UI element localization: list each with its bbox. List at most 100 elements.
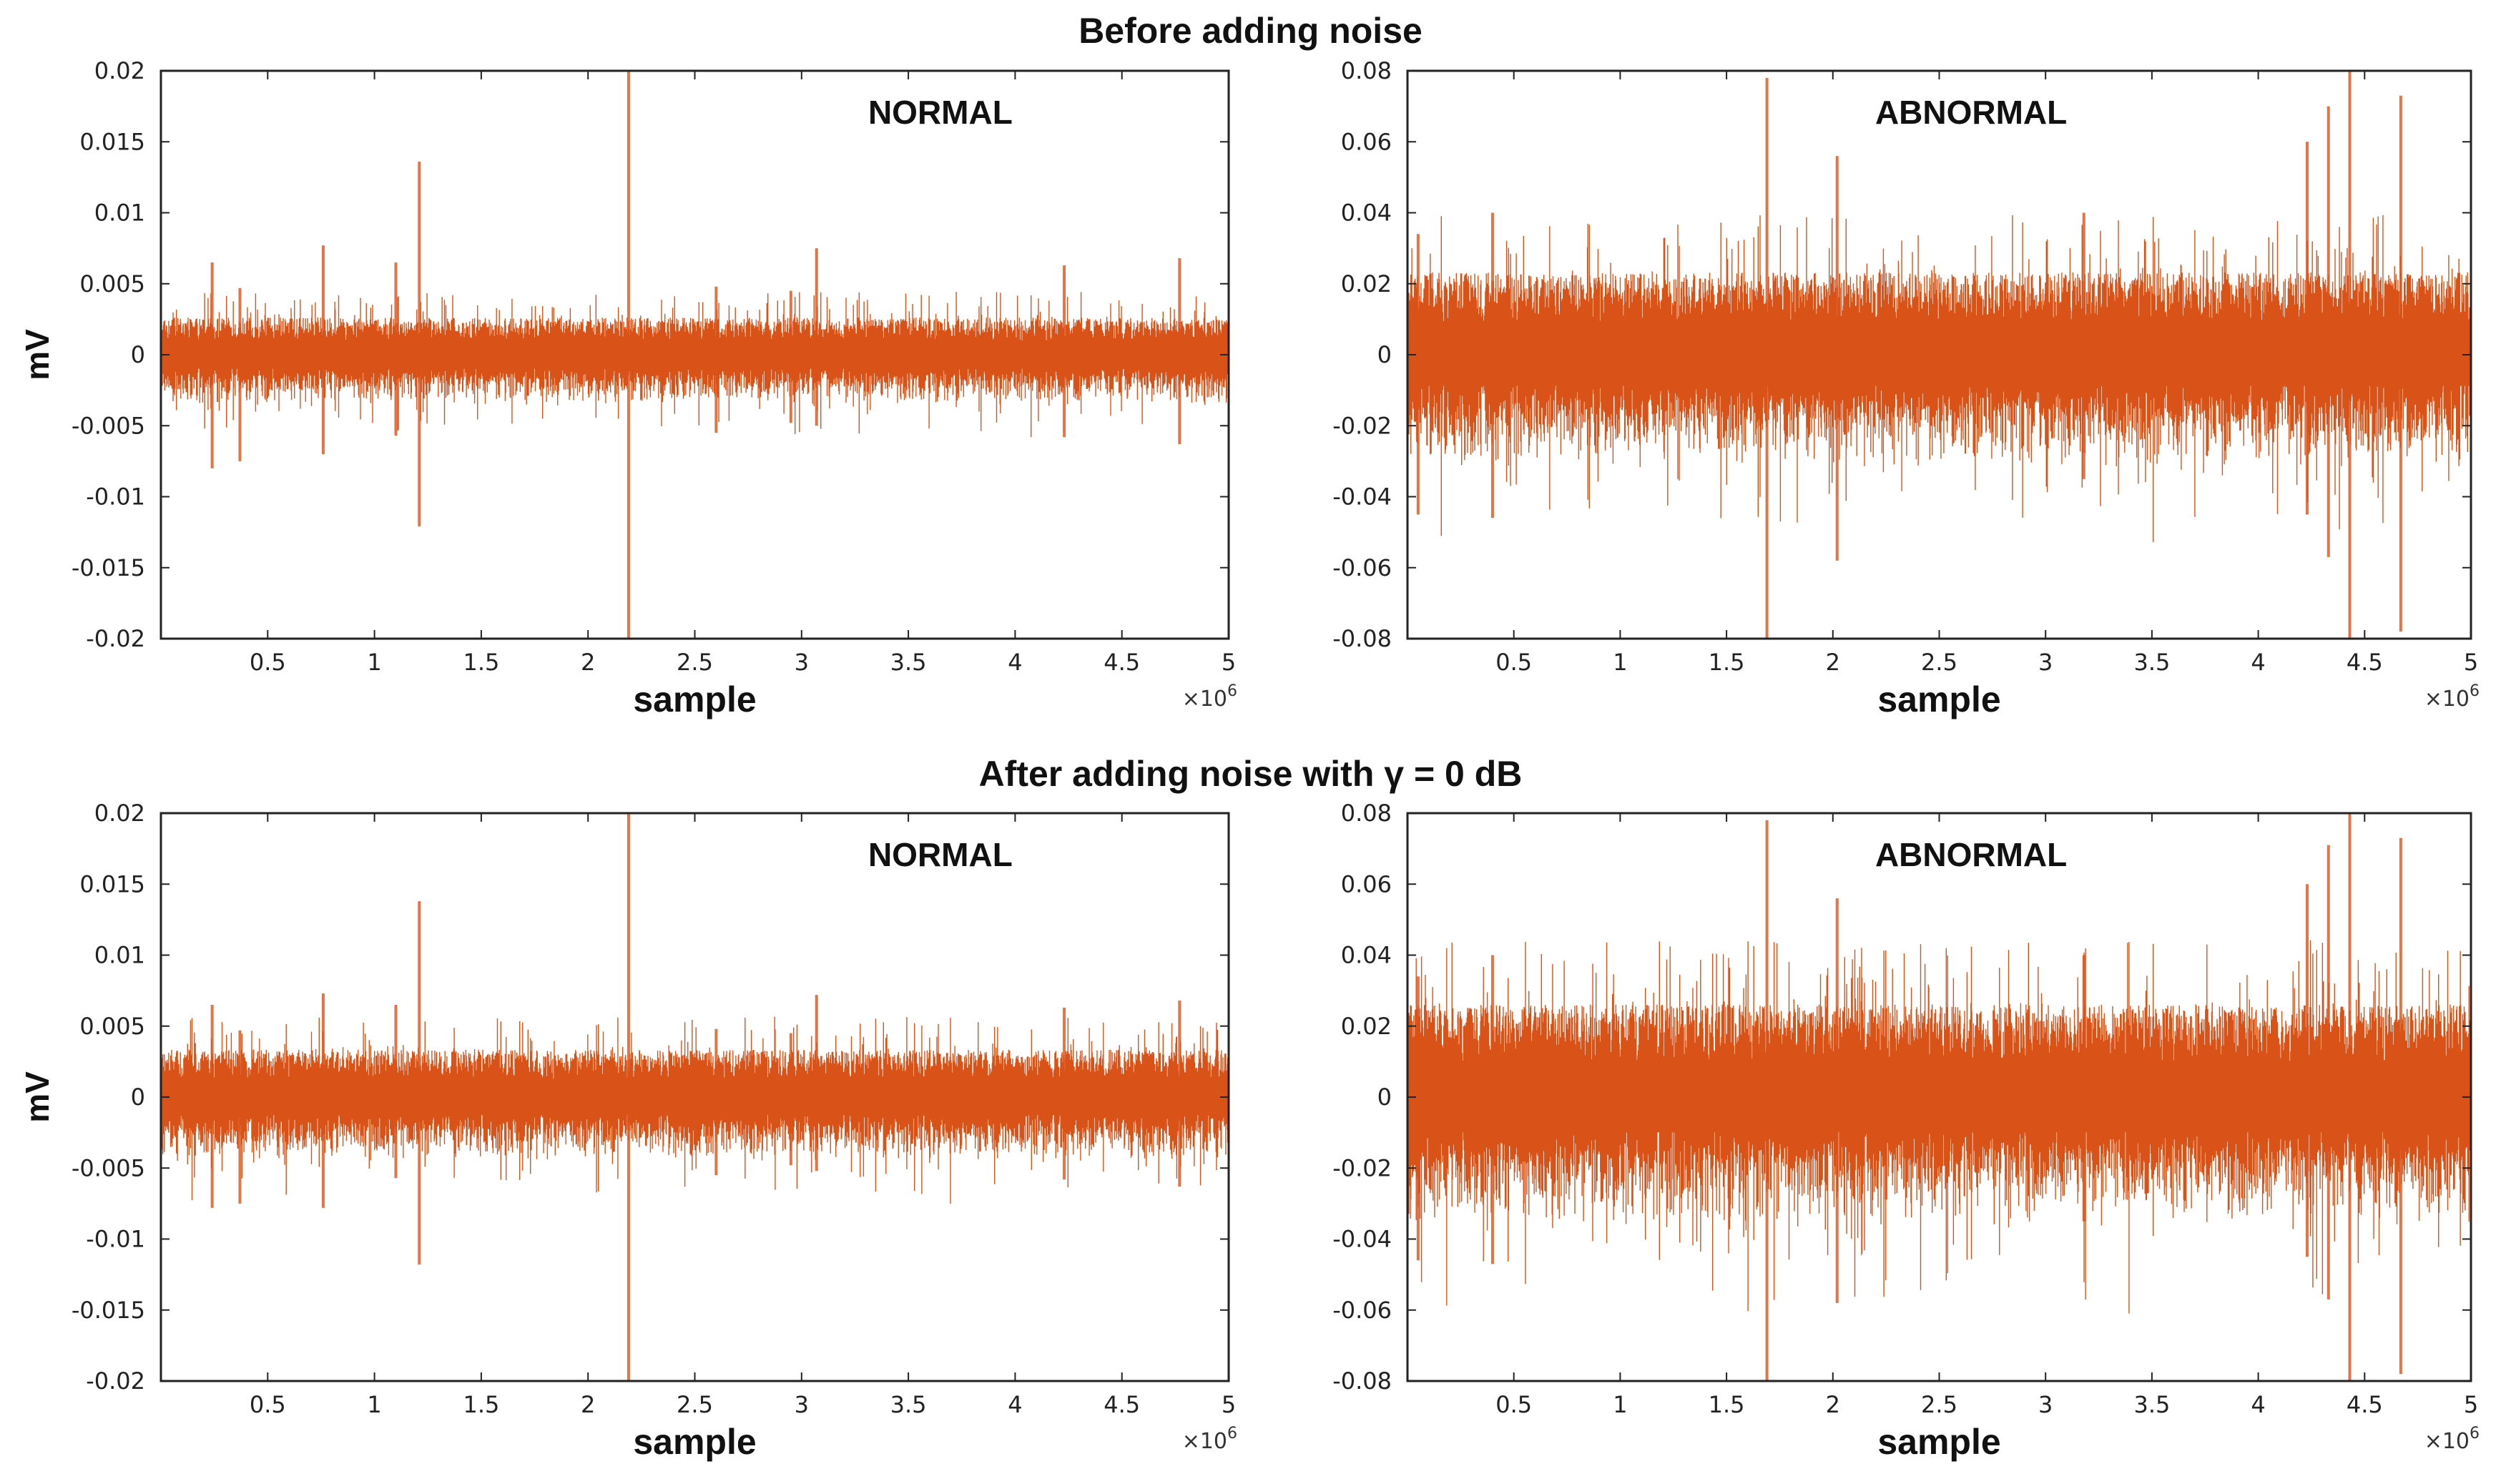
signal-trace: [1407, 813, 2471, 1381]
x-tick-label: 5: [1222, 1391, 1236, 1418]
x-tick-label: 1.5: [463, 1391, 499, 1418]
y-tick-label: 0.005: [79, 270, 145, 298]
x-tick-label: 0.5: [250, 649, 286, 676]
y-tick-label: -0.06: [1332, 1297, 1392, 1324]
y-tick-label: -0.06: [1332, 554, 1392, 581]
x-tick-label: 4: [2251, 649, 2265, 676]
x-tick-label: 3.5: [2133, 649, 2170, 676]
y-tick-label: -0.005: [72, 1154, 145, 1181]
x-tick-label: 3: [795, 1391, 809, 1418]
x-tick-label: 0.5: [1495, 649, 1532, 676]
y-tick-label: 0.015: [79, 128, 145, 155]
y-tick-label: 0.02: [1341, 270, 1392, 298]
y-axis-label: mV: [19, 329, 56, 380]
x-tick-label: 4.5: [2347, 1391, 2383, 1418]
x-tick-label: 3: [2038, 1391, 2053, 1418]
x-tick-label: 0.5: [250, 1391, 286, 1418]
signal-trace: [1407, 71, 2471, 639]
y-tick-label: -0.04: [1332, 483, 1392, 511]
noise-core: [161, 340, 1229, 369]
x-tick-label: 5: [2464, 1391, 2478, 1418]
x-tick-label: 5: [1222, 649, 1236, 676]
noise-core: [1407, 1061, 2471, 1133]
x-tick-label: 1.5: [463, 649, 499, 676]
x-tick-label: 4: [2251, 1391, 2265, 1418]
y-tick-label: -0.015: [72, 554, 145, 581]
y-tick-label: -0.02: [1332, 1154, 1392, 1181]
y-tick-label: 0.015: [79, 870, 145, 898]
x-tick-label: 4: [1008, 649, 1022, 676]
y-tick-label: 0.005: [79, 1013, 145, 1040]
y-axis-label: mV: [19, 1071, 56, 1123]
y-tick-label: 0.06: [1341, 128, 1392, 155]
x-tick-label: 2.5: [677, 1391, 713, 1418]
x-tick-label: 1: [1613, 649, 1627, 676]
y-tick-label: 0: [131, 341, 145, 368]
x-tick-label: 2.5: [1921, 649, 1957, 676]
x-axis-label: sample: [1877, 679, 2000, 719]
noise-core: [1407, 323, 2471, 386]
x-tick-label: 4.5: [1104, 649, 1140, 676]
x-tick-label: 2: [581, 1391, 595, 1418]
x-tick-label: 3: [795, 649, 809, 676]
y-tick-label: -0.02: [1332, 412, 1392, 439]
y-tick-label: -0.005: [72, 412, 145, 439]
y-tick-label: 0.01: [94, 942, 145, 969]
x-tick-label: 5: [2464, 649, 2478, 676]
x-tick-label: 3.5: [2133, 1391, 2170, 1418]
x-tick-label: 2.5: [1921, 1391, 1957, 1418]
y-tick-label: 0.01: [94, 200, 145, 227]
x-tick-label: 3.5: [890, 1391, 927, 1418]
x-tick-label: 4.5: [2347, 649, 2383, 676]
y-tick-label: -0.02: [86, 1367, 145, 1395]
y-tick-label: -0.01: [86, 1226, 145, 1253]
noise-core: [161, 1078, 1229, 1116]
panel-label: ABNORMAL: [1875, 94, 2067, 131]
chart-before-abnormal: 0.5 1 1.5 2 2.5 3 3.5 4 4.5 5 0.08 0.06 0.04 0.02 0 -0.…: [1332, 57, 2480, 719]
x-axis-label: sample: [1877, 1422, 2000, 1462]
section-title-before: Before adding noise: [1078, 11, 1423, 51]
signal-trace: [161, 813, 1229, 1381]
x-tick-label: 2: [581, 649, 595, 676]
y-tick-label: 0.08: [1341, 800, 1392, 827]
chart-after-normal: 0.5 1 1.5 2 2.5 3 3.5 4 4.5 5 0.02 0.015 0.01 0.005 0 -…: [19, 800, 1237, 1462]
x-multiplier: ×106: [2424, 1425, 2480, 1454]
x-tick-label: 1.5: [1709, 1391, 1745, 1418]
y-tick-label: 0.02: [94, 57, 145, 84]
y-tick-label: 0.02: [94, 800, 145, 827]
y-tick-label: 0.02: [1341, 1013, 1392, 1040]
x-tick-label: 3.5: [890, 649, 927, 676]
x-tick-label: 1: [1613, 1391, 1627, 1418]
signal-trace: [161, 71, 1229, 639]
y-tick-label: -0.08: [1332, 1367, 1392, 1395]
x-tick-label: 2: [1826, 649, 1840, 676]
y-tick-label: 0: [131, 1083, 145, 1111]
y-tick-label: -0.015: [72, 1297, 145, 1324]
x-tick-label: 3: [2038, 649, 2053, 676]
y-tick-label: 0: [1377, 341, 1392, 368]
x-tick-label: 0.5: [1495, 1391, 1532, 1418]
y-tick-label: 0.08: [1341, 57, 1392, 84]
x-tick-label: 2: [1826, 1391, 1840, 1418]
y-tick-label: -0.01: [86, 483, 145, 511]
y-tick-label: 0.04: [1341, 942, 1392, 969]
y-tick-label: -0.02: [86, 625, 145, 652]
chart-before-normal: 0.5 1 1.5 2 2.5 3 3.5 4 4.5 5 0.02 0.015 0.01 0.005 0 -…: [19, 57, 1237, 719]
x-tick-label: 4.5: [1104, 1391, 1140, 1418]
x-axis-label: sample: [633, 1422, 756, 1462]
x-tick-label: 1.5: [1709, 649, 1745, 676]
x-multiplier: ×106: [1182, 1425, 1237, 1454]
x-tick-label: 1: [367, 649, 381, 676]
section-title-after: After adding noise with γ = 0 dB: [978, 754, 1523, 794]
y-tick-label: -0.04: [1332, 1226, 1392, 1253]
y-tick-label: 0.06: [1341, 870, 1392, 898]
x-multiplier: ×106: [2424, 682, 2480, 712]
panel-label: ABNORMAL: [1875, 836, 2067, 873]
x-tick-label: 1: [367, 1391, 381, 1418]
x-multiplier: ×106: [1182, 682, 1237, 712]
x-tick-label: 4: [1008, 1391, 1022, 1418]
panel-label: NORMAL: [868, 94, 1013, 131]
y-tick-label: -0.08: [1332, 625, 1392, 652]
panel-label: NORMAL: [868, 836, 1013, 873]
